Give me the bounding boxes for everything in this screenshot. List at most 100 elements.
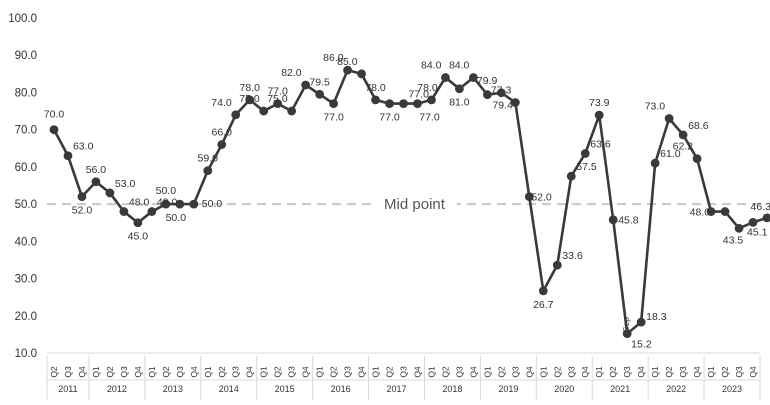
data-point xyxy=(77,192,87,202)
data-label: 85.0 xyxy=(337,56,358,68)
data-label: 84.0 xyxy=(421,60,442,72)
mid-point-label-bg xyxy=(372,194,457,215)
data-point xyxy=(287,106,297,116)
x-quarter-label: Q3 xyxy=(119,366,129,378)
x-year-label: 2012 xyxy=(107,384,127,394)
data-point xyxy=(650,158,660,168)
data-point xyxy=(720,207,730,216)
data-label: 26.7 xyxy=(533,299,554,311)
data-label: 74.0 xyxy=(211,97,232,109)
data-point xyxy=(455,84,464,94)
data-label: 63.6 xyxy=(590,138,611,150)
y-axis: 10.0 20.0 30.0 40.0 50.0 60.0 70.0 80.0 90.0 100.… xyxy=(8,13,37,360)
x-quarter-label: Q1 xyxy=(482,366,492,378)
data-point xyxy=(91,177,101,187)
x-quarter-label: Q3 xyxy=(399,366,409,378)
x-quarter-label: Q3 xyxy=(287,366,297,378)
x-quarter-label: Q1 xyxy=(706,366,716,378)
x-quarter-label: Q4 xyxy=(748,366,758,378)
x-quarter-label: Q3 xyxy=(175,366,185,378)
data-label: 77.0 xyxy=(379,112,400,124)
x-quarter-label: Q4 xyxy=(189,366,199,378)
data-label: 78.0 xyxy=(365,82,386,94)
data-point xyxy=(524,192,534,202)
x-quarter-label: Q3 xyxy=(622,366,632,378)
data-label: 59.0 xyxy=(198,153,219,165)
data-label: 56.0 xyxy=(86,164,107,176)
data-label: 18.3 xyxy=(646,311,667,323)
data-label: 50.0 xyxy=(202,198,223,210)
data-label: 73.0 xyxy=(645,101,666,113)
data-point xyxy=(594,110,604,120)
x-quarter-label: Q2 xyxy=(664,366,674,378)
x-quarter-label: Q2 xyxy=(217,366,227,378)
data-label: 45.1 xyxy=(747,226,768,238)
y-tick-label: 80.0 xyxy=(15,87,37,99)
data-point xyxy=(552,260,562,270)
x-quarter-label: Q4 xyxy=(524,366,534,378)
x-quarter-label: Q1 xyxy=(91,366,101,378)
data-point xyxy=(566,171,576,181)
x-quarter-label: Q4 xyxy=(412,366,422,378)
data-label: 50.0 xyxy=(156,185,177,197)
x-year-label: 2016 xyxy=(331,384,351,394)
x-year-label: 2022 xyxy=(666,384,686,394)
x-quarter-label: Q4 xyxy=(357,366,367,378)
x-quarter-label: Q2 xyxy=(552,366,562,378)
data-point xyxy=(343,65,352,75)
data-point xyxy=(273,99,283,109)
mid-point-line: Mid point xyxy=(47,194,760,215)
series-line xyxy=(52,68,769,335)
data-point xyxy=(706,207,716,216)
data-point xyxy=(413,99,422,109)
x-year-label: 2020 xyxy=(554,384,574,394)
data-point xyxy=(748,217,758,227)
x-quarter-label: Q3 xyxy=(566,366,576,378)
data-point xyxy=(357,69,366,79)
data-point xyxy=(496,88,506,98)
x-quarter-label: Q4 xyxy=(580,366,590,378)
data-label: 81.0 xyxy=(449,97,470,109)
data-point xyxy=(441,73,450,82)
data-label: 50.0 xyxy=(166,212,187,224)
data-point xyxy=(161,199,171,209)
x-quarter-label: Q3 xyxy=(734,366,744,378)
data-point xyxy=(622,329,632,339)
data-label: 68.6 xyxy=(688,120,709,132)
data-point xyxy=(427,95,436,105)
x-quarter-label: Q1 xyxy=(594,366,604,378)
x-quarter-label: Q4 xyxy=(245,366,255,378)
data-label: 62.2 xyxy=(673,141,694,153)
x-quarter-label: Q4 xyxy=(133,366,143,378)
series-index xyxy=(49,65,770,339)
data-label: 73.9 xyxy=(589,97,610,109)
data-point xyxy=(664,114,674,123)
x-quarter-label: Q3 xyxy=(678,366,688,378)
x-quarter-label: Q2 xyxy=(385,366,395,378)
y-tick-label: 70.0 xyxy=(15,125,37,137)
data-point xyxy=(692,154,702,164)
x-quarter-label: Q2 xyxy=(496,366,506,378)
y-tick-label: 100.0 xyxy=(8,13,37,25)
x-quarter-label: Q1 xyxy=(203,366,213,378)
data-label: 46.3 xyxy=(751,201,770,213)
data-label: 78.0 xyxy=(417,82,438,94)
data-label: 66.0 xyxy=(212,127,233,139)
x-quarter-label: Q2 xyxy=(161,366,171,378)
data-point xyxy=(147,207,157,216)
data-point xyxy=(678,130,688,140)
data-label: 15.2 xyxy=(631,339,652,351)
data-point xyxy=(119,207,129,216)
x-quarter-label: Q1 xyxy=(650,366,660,378)
data-label: 48.0 xyxy=(129,197,150,209)
x-quarter-label: Q4 xyxy=(301,366,311,378)
x-quarter-label: Q1 xyxy=(426,366,436,378)
data-label: 45.0 xyxy=(128,231,149,243)
x-quarter-label: Q4 xyxy=(468,366,478,378)
data-point xyxy=(329,99,338,109)
x-quarter-label: Q3 xyxy=(454,366,464,378)
x-quarter-label: Q2 xyxy=(105,366,115,378)
x-quarter-label: Q4 xyxy=(636,366,646,378)
data-label: 78.0 xyxy=(239,82,260,94)
